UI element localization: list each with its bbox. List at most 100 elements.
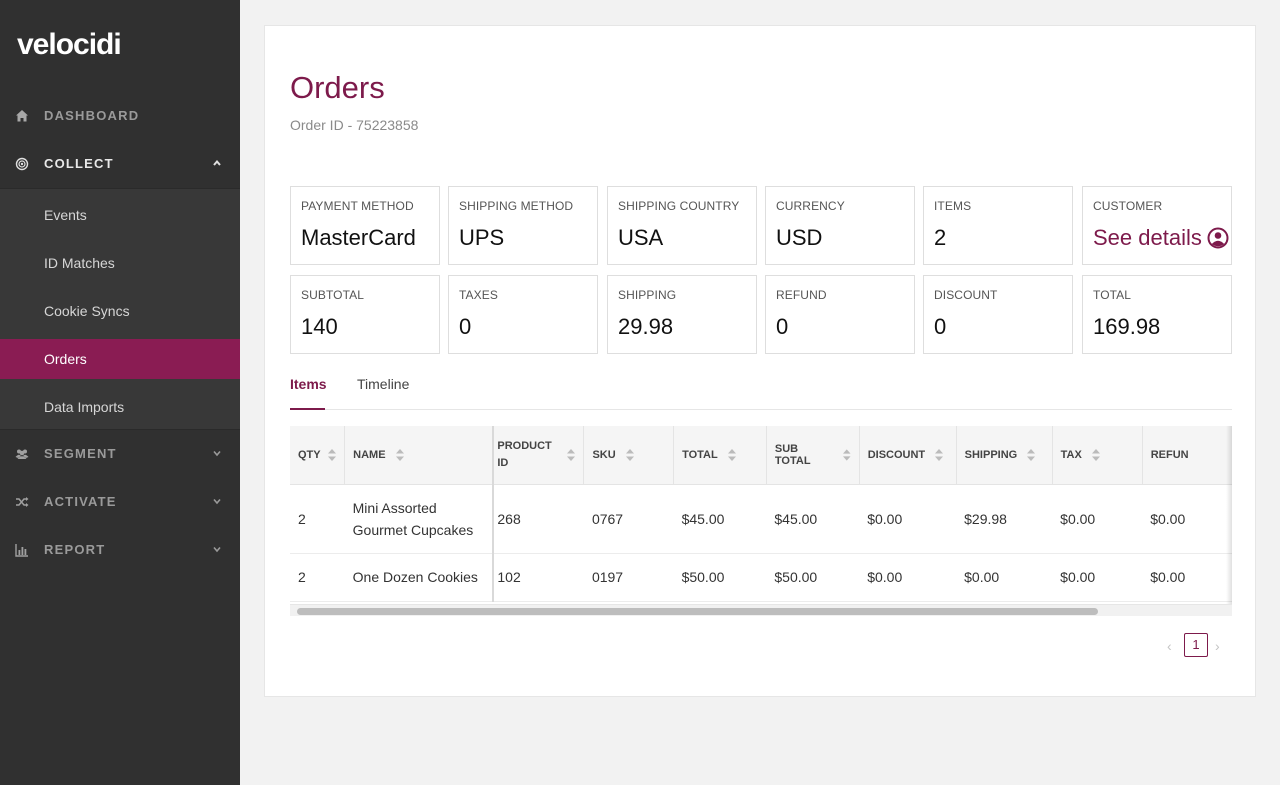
chevron-up-icon <box>213 159 221 166</box>
sidebar-item-data-imports[interactable]: Data Imports <box>0 387 240 427</box>
stat-value: 2 <box>934 225 947 250</box>
stat-value: 0 <box>934 314 947 339</box>
stat-currency: CURRENCY USD <box>765 186 915 265</box>
tab-timeline[interactable]: Timeline <box>357 376 410 392</box>
nav-collect-label: COLLECT <box>44 156 114 171</box>
stat-subtotal: SUBTOTAL 140 <box>290 275 440 354</box>
stat-label: SHIPPING <box>618 288 677 302</box>
column-header-label: SHIPPING <box>964 448 1018 461</box>
column-header-label: NAME <box>353 448 386 461</box>
sidebar-item-events[interactable]: Events <box>0 195 240 235</box>
sort-icon <box>843 449 851 461</box>
see-details-link[interactable]: See details <box>1093 225 1229 251</box>
stat-value: 0 <box>459 314 472 339</box>
stat-value: 169.98 <box>1093 314 1161 339</box>
stat-value: 140 <box>301 314 338 339</box>
scrollbar-thumb[interactable] <box>297 608 1098 615</box>
stat-label: SHIPPING METHOD <box>459 199 574 213</box>
column-header-tax[interactable]: TAX <box>1052 426 1143 485</box>
column-header-label: REFUN <box>1150 448 1189 461</box>
table-row: 2 One Dozen Cookies 102 0197 $50.00 $50.… <box>290 553 1232 602</box>
cell-sub-total: $45.00 <box>766 484 860 554</box>
chevron-down-icon <box>213 498 221 505</box>
collect-submenu: Events ID Matches Cookie Syncs Orders Da… <box>0 188 240 430</box>
column-header-label: QTY <box>298 448 321 461</box>
sort-icon <box>1027 448 1036 461</box>
sort-icon <box>935 448 944 461</box>
cell-product-id: 268 <box>493 484 584 554</box>
stat-shipping: SHIPPING 29.98 <box>607 275 757 354</box>
chevron-down-icon <box>213 450 221 457</box>
stat-customer: CUSTOMER See details <box>1082 186 1232 265</box>
column-header-name[interactable]: NAME <box>344 426 495 485</box>
nav-collect[interactable]: COLLECT <box>0 140 240 188</box>
sidebar-item-orders[interactable]: Orders <box>0 339 240 379</box>
sort-icon <box>727 448 736 461</box>
stat-label: CURRENCY <box>776 199 845 213</box>
home-icon <box>16 110 28 122</box>
stat-payment-method: PAYMENT METHOD MasterCard <box>290 186 440 265</box>
stat-discount: DISCOUNT 0 <box>923 275 1073 354</box>
see-details-text: See details <box>1093 225 1202 250</box>
nav-activate-label: ACTIVATE <box>44 494 117 509</box>
nav-dashboard[interactable]: DASHBOARD <box>0 92 240 140</box>
stat-label: REFUND <box>776 288 827 302</box>
column-header-refund[interactable]: REFUN <box>1142 426 1232 485</box>
cell-sku: 0197 <box>583 553 674 602</box>
logo-text: velocidi <box>17 28 122 61</box>
cell-sub-total: $50.00 <box>766 553 860 602</box>
sort-icon <box>328 448 337 461</box>
sidebar-item-label: Data Imports <box>44 399 125 415</box>
tab-items[interactable]: Items <box>290 376 327 410</box>
sidebar-item-label: Events <box>44 207 87 223</box>
cell-qty: 2 <box>290 553 345 602</box>
sidebar-item-cookie-syncs[interactable]: Cookie Syncs <box>0 291 240 331</box>
stat-value: USD <box>776 225 823 250</box>
stat-label: CUSTOMER <box>1093 199 1163 213</box>
column-header-label: TAX <box>1060 448 1082 461</box>
table-header-row: QTY NAME PRODUCT ID SKU <box>290 426 1232 485</box>
users-icon <box>15 449 29 459</box>
column-header-label: TOTAL <box>682 448 718 461</box>
sidebar-item-id-matches[interactable]: ID Matches <box>0 243 240 283</box>
stat-items: ITEMS 2 <box>923 186 1073 265</box>
stat-label: TAXES <box>459 288 498 302</box>
logo[interactable]: velocidi <box>17 28 122 62</box>
column-header-discount[interactable]: DISCOUNT <box>859 426 957 485</box>
stat-value: 29.98 <box>618 314 674 339</box>
scroll-shadow <box>1226 426 1232 604</box>
nav-segment[interactable]: SEGMENT <box>0 430 240 478</box>
horizontal-scrollbar[interactable] <box>290 604 1232 616</box>
tab-bar: Items Timeline <box>290 376 1232 410</box>
cell-sku: 0767 <box>583 484 674 554</box>
stat-label: DISCOUNT <box>934 288 998 302</box>
cell-tax: $0.00 <box>1052 553 1143 602</box>
column-header-sub-total[interactable]: SUB TOTAL <box>766 426 860 485</box>
stat-value: 0 <box>776 314 789 339</box>
column-header-sku[interactable]: SKU <box>583 426 675 485</box>
prev-page-button[interactable]: ‹ <box>1167 638 1172 654</box>
sidebar-item-label: ID Matches <box>44 255 115 271</box>
items-table: QTY NAME PRODUCT ID SKU <box>290 426 1232 602</box>
items-table-container[interactable]: QTY NAME PRODUCT ID SKU <box>290 426 1232 616</box>
stat-shipping-method: SHIPPING METHOD UPS <box>448 186 598 265</box>
stat-value: USA <box>618 225 664 250</box>
column-header-shipping[interactable]: SHIPPING <box>956 426 1053 485</box>
nav-report[interactable]: REPORT <box>0 526 240 574</box>
page-1-button[interactable]: 1 <box>1184 633 1208 657</box>
column-header-qty[interactable]: QTY <box>290 426 346 485</box>
column-header-product-id[interactable]: PRODUCT ID <box>493 426 585 485</box>
sort-icon <box>395 448 404 461</box>
cell-name: One Dozen Cookies <box>344 553 495 602</box>
next-page-button[interactable]: › <box>1215 638 1220 654</box>
sidebar-item-label: Orders <box>44 351 87 367</box>
cell-refund: $0.00 <box>1142 484 1232 554</box>
sidebar-item-label: Cookie Syncs <box>44 303 130 319</box>
column-header-total[interactable]: TOTAL <box>673 426 767 485</box>
order-id: Order ID - 75223858 <box>290 117 419 133</box>
nav-activate[interactable]: ACTIVATE <box>0 478 240 526</box>
column-header-label: SKU <box>592 448 616 461</box>
cell-shipping: $29.98 <box>956 484 1053 554</box>
nav-segment-label: SEGMENT <box>44 446 117 461</box>
stat-taxes: TAXES 0 <box>448 275 598 354</box>
